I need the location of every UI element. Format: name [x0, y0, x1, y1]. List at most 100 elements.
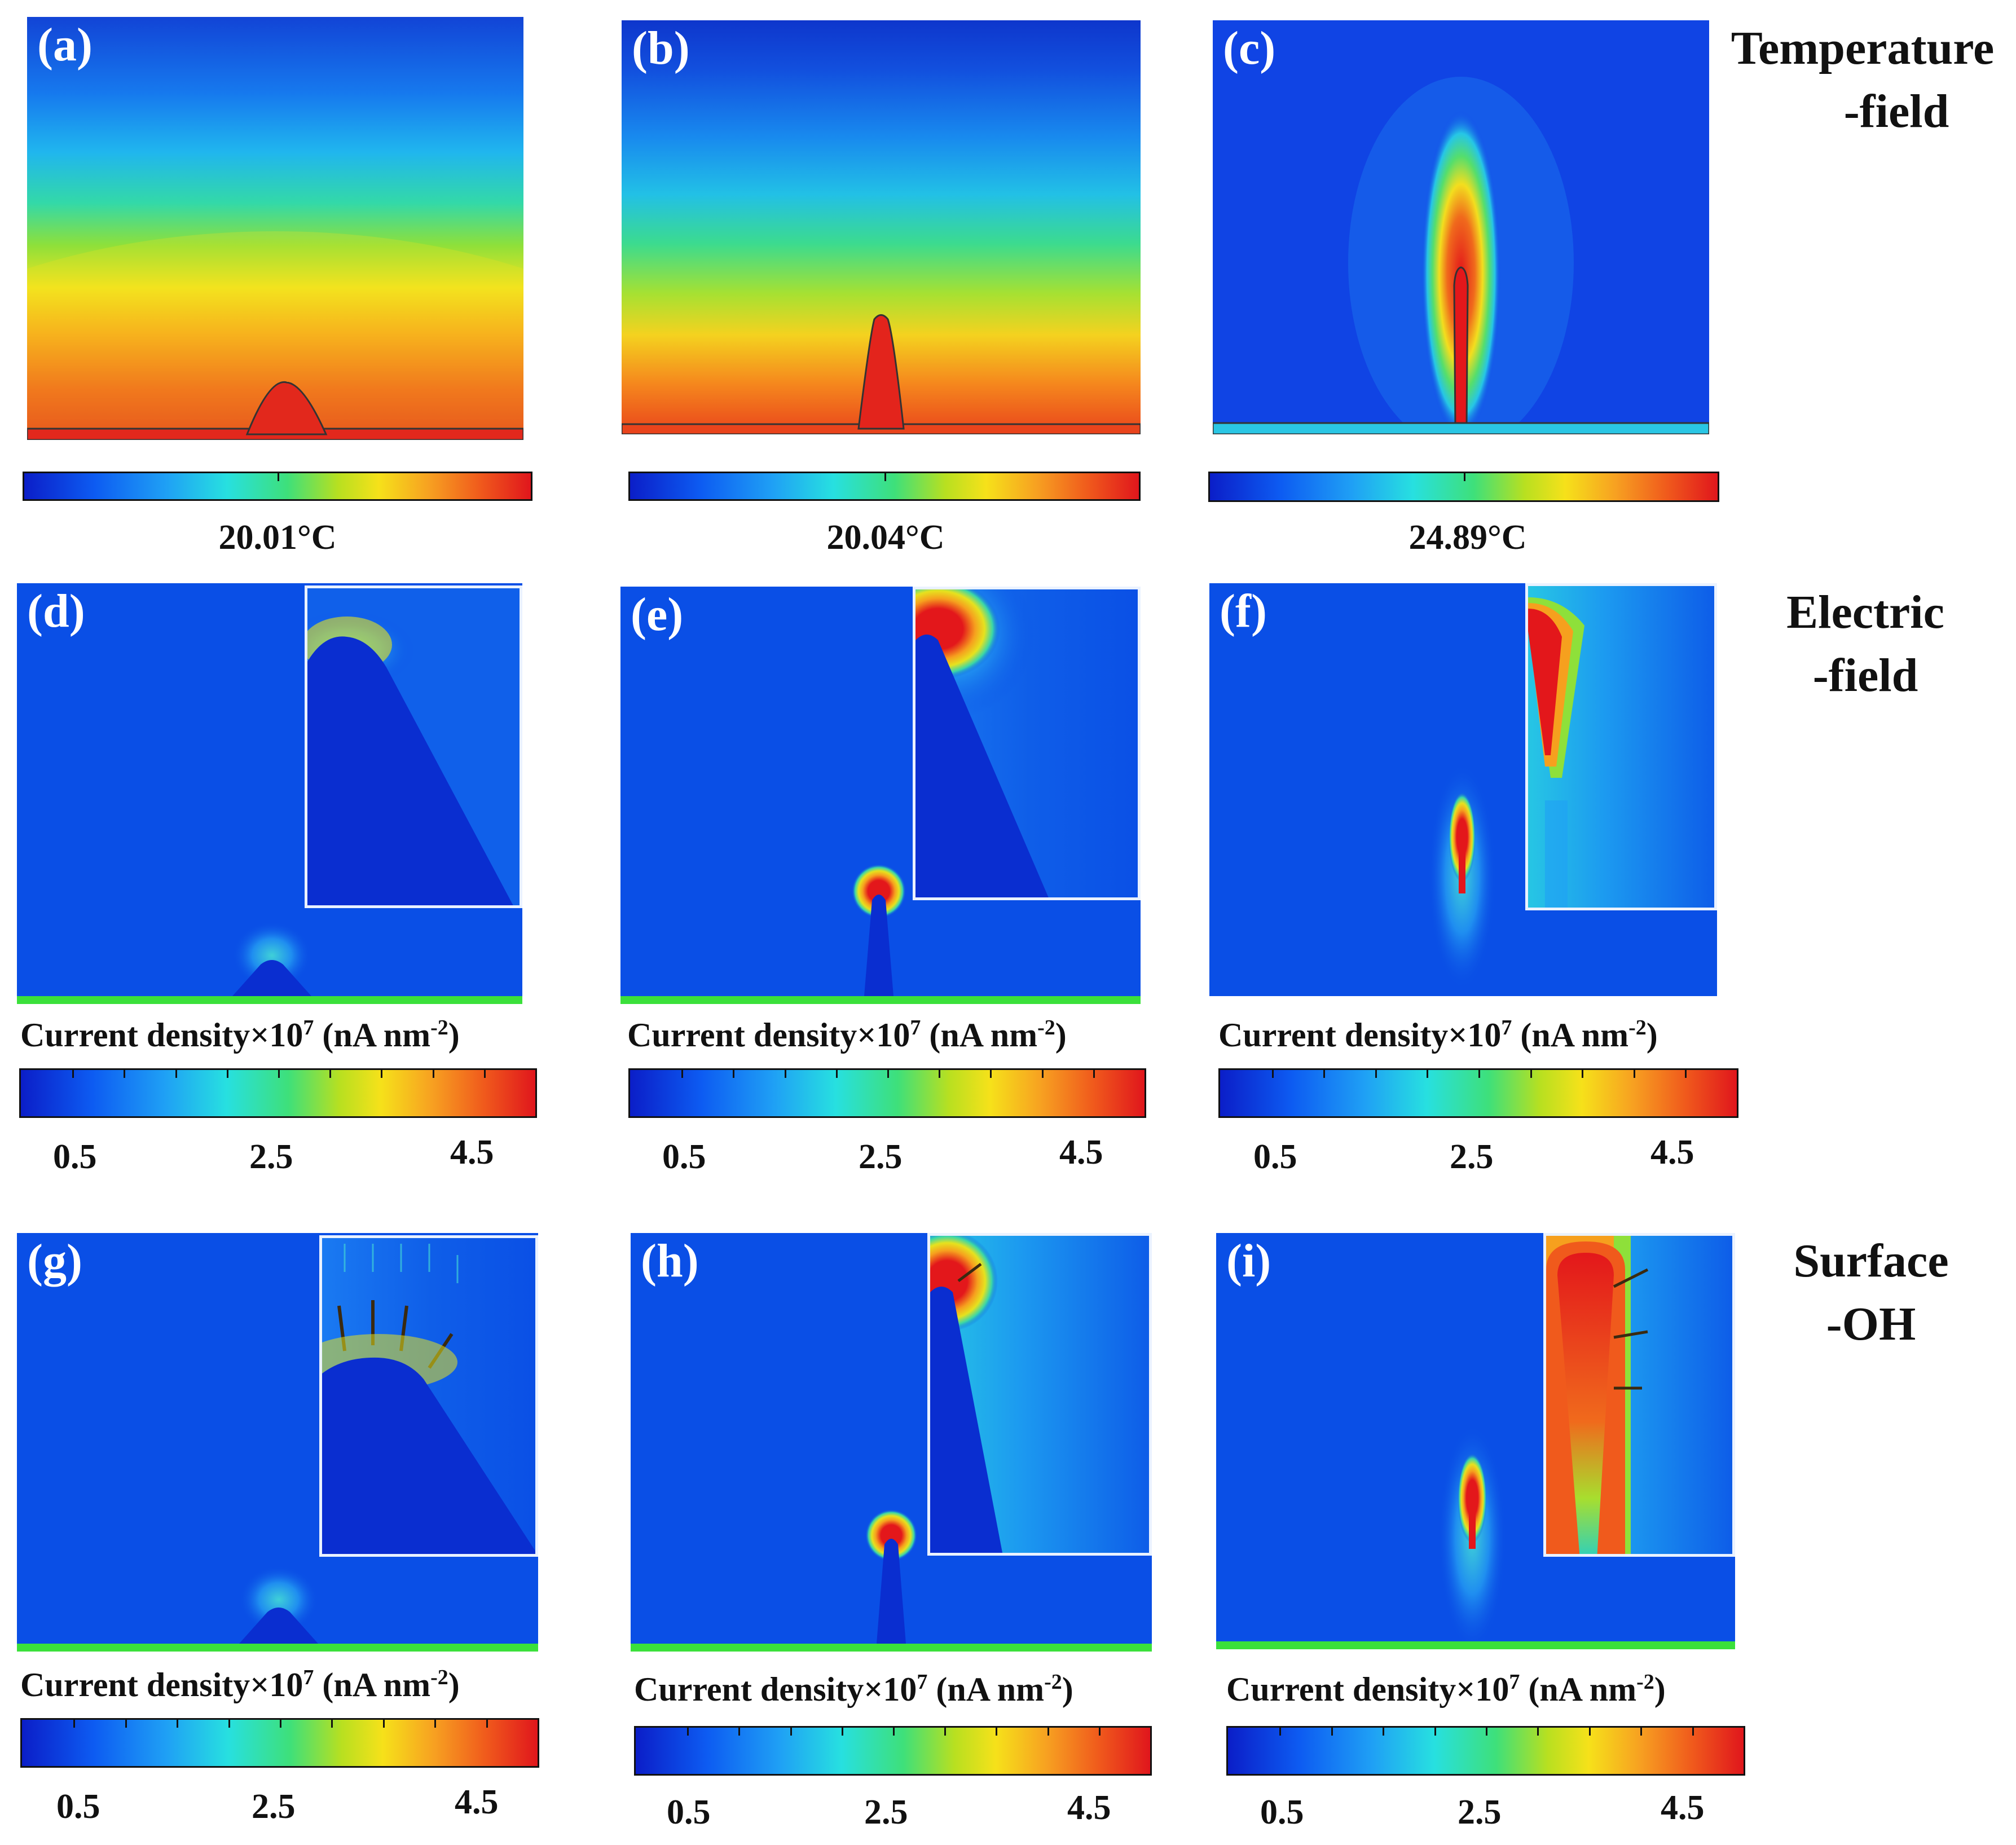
temperature-field-plot-a — [27, 17, 523, 440]
tick-label-high: 4.5 — [1650, 1133, 1694, 1172]
colorbar-ticks — [22, 1720, 538, 1766]
temperature-colorbar-c — [1208, 472, 1719, 502]
tick-label-high: 4.5 — [450, 1133, 494, 1172]
panel-i: (i) — [1216, 1233, 1735, 1649]
colorbar-ticks — [21, 1070, 535, 1116]
tick-label-mid: 2.5 — [1450, 1138, 1494, 1176]
panel-label: (g) — [27, 1235, 82, 1287]
panel-h: (h) — [631, 1233, 1152, 1652]
title-unit-close: ) — [1654, 1671, 1666, 1708]
panel-label: (b) — [632, 22, 690, 74]
row-label-temperature: Temperature -field — [1709, 17, 2016, 143]
title-exp: 7 — [303, 1666, 314, 1689]
tick-label-mid: 2.5 — [252, 1787, 296, 1826]
current-colorbar-h — [634, 1726, 1152, 1776]
row-label-line1: Temperature — [1731, 22, 1995, 74]
title-exp: 7 — [1509, 1670, 1520, 1694]
zoom-inset-f — [1525, 583, 1717, 910]
panel-label: (f) — [1220, 585, 1267, 637]
colorbar-ticks — [24, 473, 531, 499]
temperature-max-a: 20.01°C — [218, 518, 337, 557]
title-main: Current density×10 — [627, 1016, 910, 1054]
panel-d: (d) — [17, 583, 522, 1004]
tick-label-high: 4.5 — [1661, 1789, 1705, 1827]
inset-field-e — [915, 589, 1138, 897]
title-unit: (nA nm — [1520, 1671, 1637, 1708]
title-unit-exp: -2 — [430, 1666, 448, 1689]
panel-label: (i) — [1226, 1235, 1271, 1287]
panel-a: (a) — [27, 17, 523, 440]
panel-g: (g) — [17, 1233, 538, 1652]
zoom-inset-h — [927, 1233, 1152, 1556]
tick-label-high: 4.5 — [455, 1783, 499, 1821]
colorbar-title-g: Current density×107 (nA nm-2) — [20, 1665, 460, 1705]
title-main: Current density×10 — [1226, 1671, 1509, 1708]
title-unit-close: ) — [448, 1666, 460, 1703]
title-exp: 7 — [303, 1016, 314, 1040]
title-main: Current density×10 — [1218, 1016, 1502, 1054]
row-label-line1: Electric — [1786, 586, 1944, 639]
vector-arrows — [344, 1244, 459, 1283]
temperature-colorbar-a — [23, 472, 532, 501]
panel-label: (c) — [1223, 22, 1276, 74]
panel-f: (f) — [1209, 583, 1717, 996]
tick-label-high: 4.5 — [1067, 1789, 1111, 1827]
title-unit: (nA nm — [314, 1016, 431, 1054]
zoom-inset-d — [305, 585, 522, 908]
title-unit-exp: -2 — [1037, 1016, 1055, 1040]
title-unit-exp: -2 — [1628, 1016, 1647, 1040]
current-colorbar-d — [19, 1068, 537, 1118]
inset-field-h — [930, 1236, 1149, 1553]
zoom-inset-i — [1543, 1233, 1735, 1557]
colorbar-title-d: Current density×107 (nA nm-2) — [20, 1015, 460, 1055]
row-label-line2: -field — [1843, 85, 1949, 138]
current-colorbar-g — [20, 1718, 539, 1768]
tick-label-mid: 2.5 — [1458, 1793, 1502, 1831]
inset-field-d — [307, 588, 520, 905]
colorbar-title-f: Current density×107 (nA nm-2) — [1218, 1015, 1658, 1055]
field-arrows — [1613, 1268, 1649, 1390]
title-exp: 7 — [910, 1016, 921, 1040]
temperature-field-plot-b — [622, 20, 1141, 434]
colorbar-ticks — [630, 1070, 1145, 1116]
title-main: Current density×10 — [20, 1666, 303, 1703]
temperature-max-b: 20.04°C — [826, 518, 945, 557]
tick-label-mid: 2.5 — [864, 1793, 908, 1831]
title-exp: 7 — [1501, 1016, 1512, 1040]
title-unit: (nA nm — [927, 1671, 1045, 1708]
tick-label-low: 0.5 — [662, 1138, 706, 1176]
tick-label-low: 0.5 — [56, 1787, 100, 1826]
colorbar-ticks — [1220, 1070, 1737, 1116]
title-unit: (nA nm — [1512, 1016, 1629, 1054]
current-colorbar-e — [628, 1068, 1146, 1118]
inset-field-i — [1546, 1236, 1732, 1554]
colorbar-title-i: Current density×107 (nA nm-2) — [1226, 1670, 1666, 1709]
row-label-line2: -field — [1812, 649, 1918, 702]
colorbar-ticks — [1210, 473, 1718, 500]
zoom-inset-e — [913, 587, 1141, 900]
tick-label-high: 4.5 — [1059, 1133, 1103, 1172]
temperature-max-c: 24.89°C — [1408, 518, 1527, 557]
title-unit-close: ) — [1062, 1671, 1073, 1708]
title-unit-close: ) — [448, 1016, 460, 1054]
row-label-electric: Electric -field — [1715, 581, 2016, 707]
tick-label-mid: 2.5 — [859, 1138, 903, 1176]
title-unit: (nA nm — [921, 1016, 1038, 1054]
inset-field-f — [1528, 586, 1714, 908]
tick-label-low: 0.5 — [667, 1793, 711, 1831]
temperature-colorbar-b — [628, 472, 1141, 501]
panel-e: (e) — [620, 587, 1141, 1004]
colorbar-title-e: Current density×107 (nA nm-2) — [627, 1015, 1067, 1055]
panel-c: (c) — [1213, 20, 1709, 434]
panel-label: (h) — [641, 1235, 699, 1287]
title-unit: (nA nm — [314, 1666, 431, 1703]
temperature-field-plot-c — [1213, 20, 1709, 434]
colorbar-ticks — [636, 1728, 1150, 1774]
title-main: Current density×10 — [20, 1016, 303, 1054]
tick-label-low: 0.5 — [1253, 1138, 1297, 1176]
tick-label-low: 0.5 — [53, 1138, 97, 1176]
title-main: Current density×10 — [634, 1671, 917, 1708]
current-colorbar-f — [1218, 1068, 1738, 1118]
title-unit-exp: -2 — [1636, 1670, 1654, 1694]
tick-label-mid: 2.5 — [249, 1138, 293, 1176]
